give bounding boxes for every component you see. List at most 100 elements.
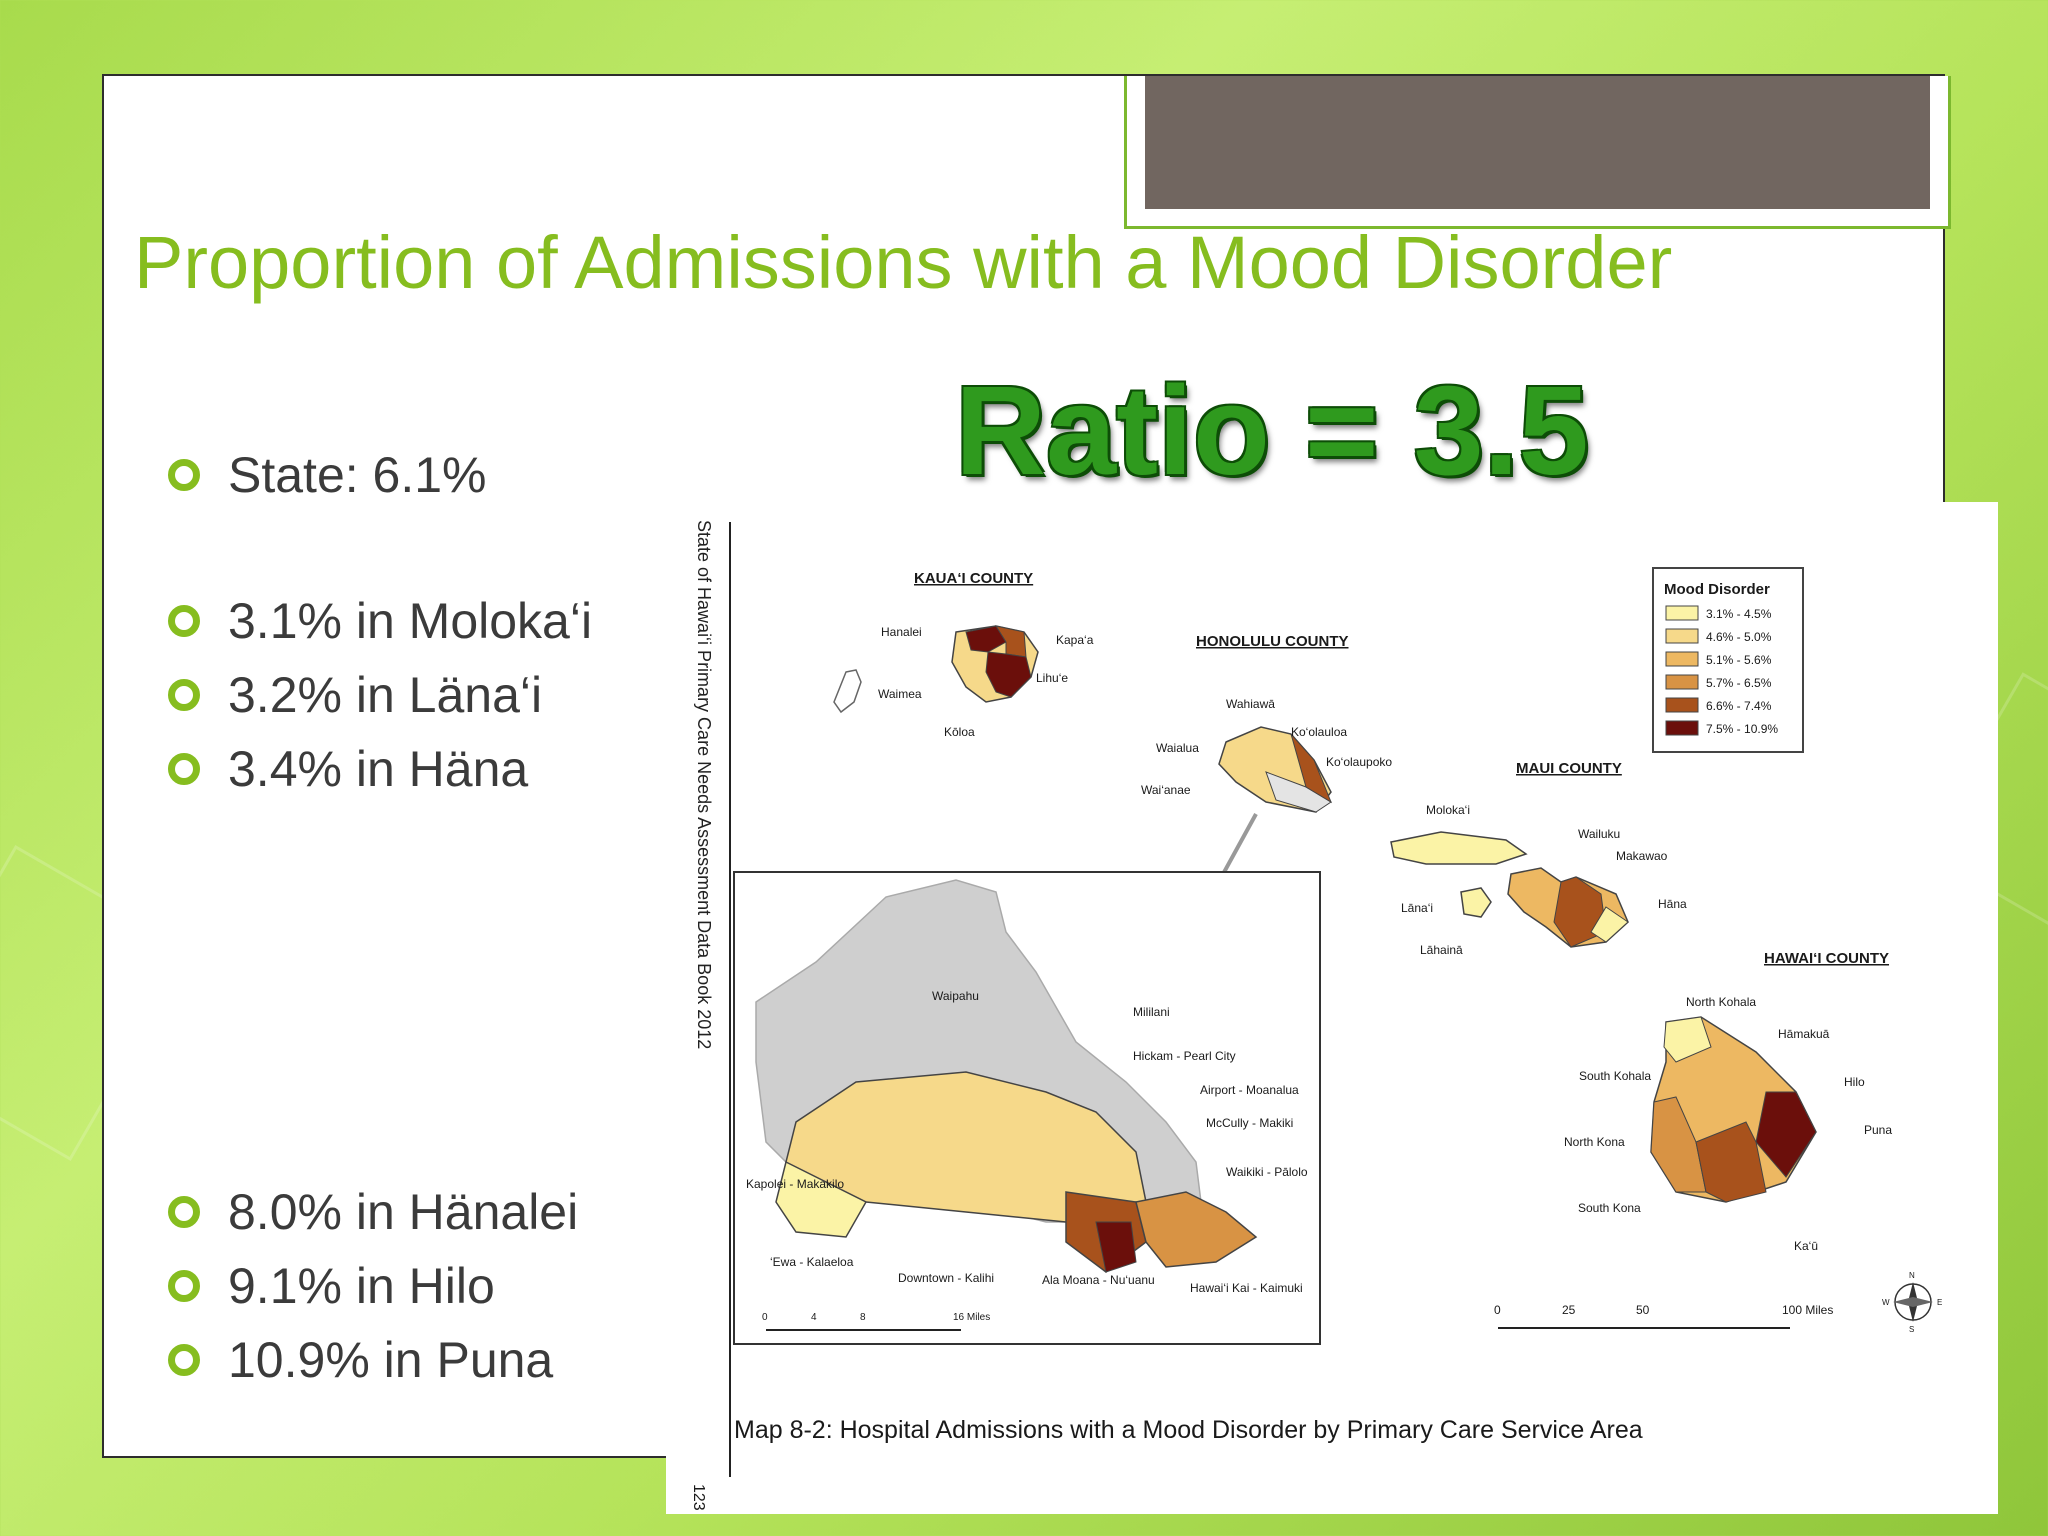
label-south-kohala: South Kohala — [1579, 1069, 1651, 1083]
label-hamakua: Hāmakuā — [1778, 1027, 1830, 1041]
bullet-icon — [168, 679, 200, 711]
bullet-icon — [168, 753, 200, 785]
label-kapaa: Kapa‘a — [1056, 633, 1094, 647]
bullet-text: 3.2% in Läna‘i — [228, 667, 543, 723]
bullet-text: 9.1% in Hilo — [228, 1258, 495, 1314]
inset-hawaii-kai — [1135, 1191, 1258, 1268]
niihau-island — [833, 669, 862, 714]
label-koolauloa: Ko‘olauloa — [1291, 725, 1347, 739]
legend-label: 4.6% - 5.0% — [1706, 630, 1772, 644]
label-north-kohala: North Kohala — [1686, 995, 1756, 1009]
header-bar — [1145, 76, 1930, 209]
compass-n: N — [1909, 1271, 1915, 1280]
label-lihue: Lihu‘e — [1036, 671, 1068, 685]
label-lanai: Lāna‘i — [1401, 901, 1433, 915]
hawaii-puna — [1755, 1091, 1817, 1178]
label-waianae: Wai‘anae — [1141, 783, 1191, 797]
legend-label: 5.7% - 6.5% — [1706, 676, 1772, 690]
oahu-honolulu — [1265, 771, 1332, 813]
legend-swatch — [1665, 628, 1699, 644]
legend-label: 3.1% - 4.5% — [1706, 607, 1772, 621]
bullet-icon — [168, 1196, 200, 1228]
label-wahiawa: Wahiawā — [1226, 697, 1275, 711]
label-ewa: ‘Ewa - Kalaeloa — [770, 1255, 854, 1269]
label-makawao: Makawao — [1616, 849, 1668, 863]
inset-scale-label: 0 — [762, 1312, 768, 1323]
main-scale-label: 100 Miles — [1782, 1303, 1833, 1317]
main-scale-label: 50 — [1636, 1303, 1650, 1317]
label-south-kona: South Kona — [1578, 1201, 1641, 1215]
header-decoration — [1124, 76, 1951, 229]
county-label-hawaii: HAWAI‘I COUNTY — [1764, 950, 1889, 967]
kauai-lihue — [985, 651, 1032, 698]
label-downtown: Downtown - Kalihi — [898, 1271, 994, 1285]
bullet-text: 3.4% in Häna — [228, 741, 529, 797]
hawaii-kau — [1695, 1121, 1767, 1203]
label-molokai: Moloka‘i — [1426, 803, 1470, 817]
map-caption: Map 8-2: Hospital Admissions with a Mood… — [734, 1416, 1643, 1444]
side-text: State of Hawai‘i Primary Care Needs Asse… — [694, 520, 714, 1050]
label-puna: Puna — [1864, 1123, 1892, 1137]
label-mccully: McCully - Makiki — [1206, 1116, 1293, 1130]
label-waialua: Waialua — [1156, 741, 1199, 755]
legend-label: 7.5% - 10.9% — [1706, 722, 1778, 736]
kauai-hanalei — [965, 625, 1007, 653]
county-label-honolulu: HONOLULU COUNTY — [1196, 633, 1349, 650]
inset-ala-moana — [1095, 1221, 1137, 1273]
bullet-item: 8.0% in Hänalei — [168, 1183, 578, 1241]
label-koloa: Kōloa — [944, 725, 975, 739]
label-hana: Hāna — [1658, 897, 1687, 911]
slide-title: Proportion of Admissions with a Mood Dis… — [134, 221, 1673, 304]
legend-swatch — [1665, 605, 1699, 621]
main-scale-label: 25 — [1562, 1303, 1576, 1317]
legend-swatch — [1665, 674, 1699, 690]
legend-title: Mood Disorder — [1664, 581, 1770, 598]
label-airport: Airport - Moanalua — [1200, 1083, 1299, 1097]
hawaii-map: KAUA‘I COUNTY Hanalei Kapa‘a Lihu‘e Waim… — [690, 522, 1942, 1511]
label-hawaii-kai: Hawai‘i Kai - Kaimuki — [1190, 1281, 1303, 1295]
hawaii-north-kohala — [1663, 1016, 1712, 1063]
bullet-icon — [168, 605, 200, 637]
molokai-island — [1390, 831, 1528, 865]
bullet-text: 10.9% in Puna — [228, 1332, 554, 1388]
bullet-item: 9.1% in Hilo — [168, 1257, 495, 1315]
bullet-icon — [168, 1270, 200, 1302]
label-lahaina: Lāhainā — [1420, 943, 1463, 957]
label-kapolei: Kapolei - Makakilo — [746, 1177, 844, 1191]
bullet-text: 8.0% in Hänalei — [228, 1184, 579, 1240]
legend-label: 5.1% - 5.6% — [1706, 653, 1772, 667]
legend-items: 3.1% - 4.5% 4.6% - 5.0% 5.1% - 5.6% 5.7%… — [1665, 605, 1778, 736]
compass-icon: N S E W — [1882, 1271, 1942, 1334]
bullet-text: State: 6.1% — [228, 447, 487, 503]
legend-swatch — [1665, 651, 1699, 667]
county-label-maui: MAUI COUNTY — [1516, 760, 1622, 777]
compass-s: S — [1909, 1325, 1914, 1334]
compass-w: W — [1882, 1298, 1890, 1307]
label-hanalei: Hanalei — [881, 625, 922, 639]
inset-scale-label: 4 — [811, 1312, 817, 1323]
maui-hana — [1590, 906, 1629, 943]
bullet-item: 3.2% in Läna‘i — [168, 666, 542, 724]
label-koolaupoko: Ko‘olaupoko — [1326, 755, 1392, 769]
lanai-island — [1460, 887, 1492, 918]
label-hilo: Hilo — [1844, 1075, 1865, 1089]
oahu-koolaupoko — [1290, 733, 1333, 804]
bullet-item: 3.4% in Häna — [168, 740, 528, 798]
map-panel: KAUA‘I COUNTY Hanalei Kapa‘a Lihu‘e Waim… — [666, 502, 1998, 1514]
bullet-icon — [168, 459, 200, 491]
inset-scale-label: 8 — [860, 1312, 866, 1323]
county-label-kauai: KAUA‘I COUNTY — [914, 570, 1033, 587]
label-waimea: Waimea — [878, 687, 922, 701]
label-hickam: Hickam - Pearl City — [1133, 1049, 1236, 1063]
label-wailuku: Wailuku — [1578, 827, 1620, 841]
label-kau: Ka‘ū — [1794, 1239, 1818, 1253]
bullet-text: 3.1% in Moloka‘i — [228, 593, 593, 649]
bullet-item: 3.1% in Moloka‘i — [168, 592, 592, 650]
ratio-heading: Ratio = 3.5 — [955, 360, 1589, 501]
label-north-kona: North Kona — [1564, 1135, 1625, 1149]
label-waikiki: Waikiki - Pālolo — [1226, 1165, 1308, 1179]
legend-swatch — [1665, 697, 1699, 713]
label-waipahu: Waipahu — [932, 989, 979, 1003]
main-scale-label: 0 — [1494, 1303, 1501, 1317]
inset-ewa — [775, 1160, 868, 1238]
